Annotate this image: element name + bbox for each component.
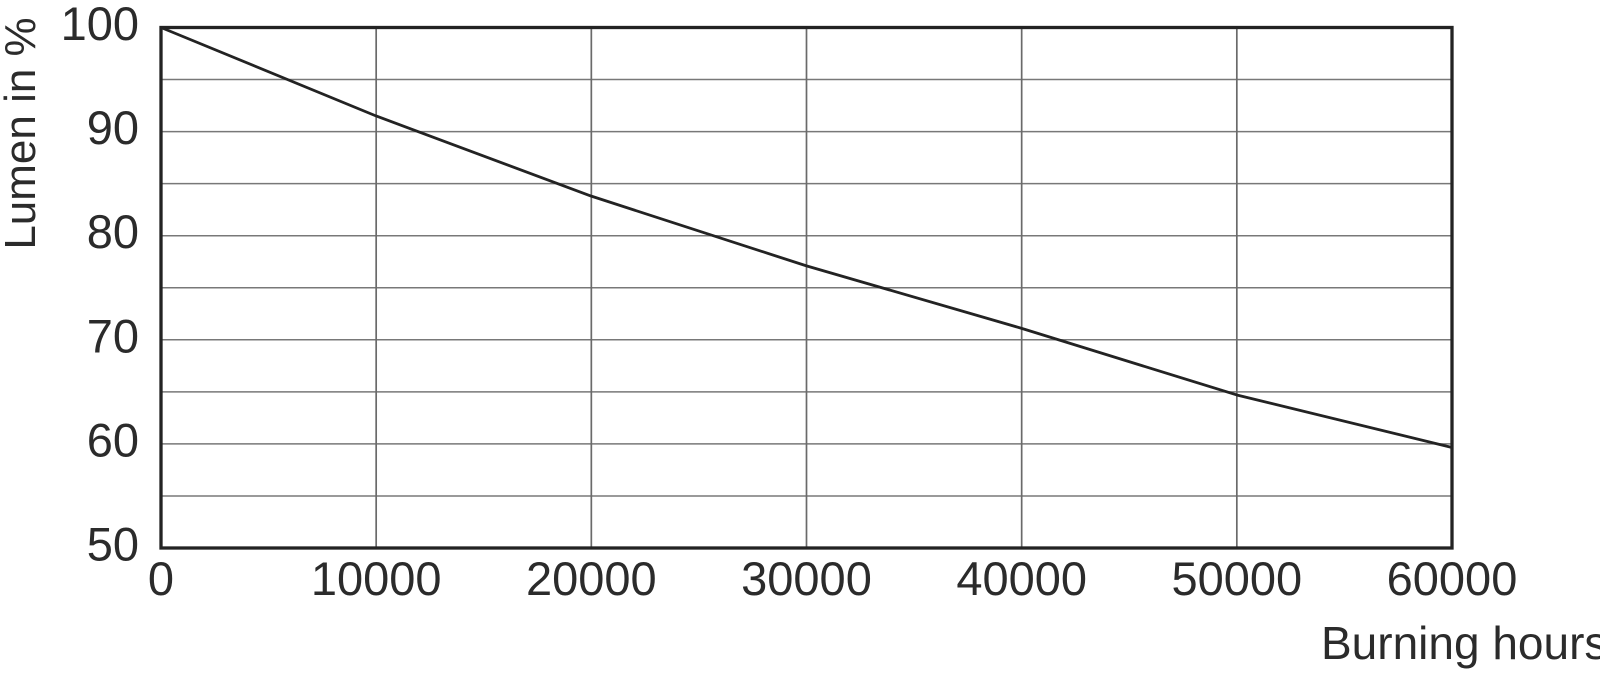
svg-text:50: 50 bbox=[87, 518, 139, 571]
svg-text:70: 70 bbox=[87, 309, 139, 362]
svg-text:60000: 60000 bbox=[1387, 552, 1518, 605]
svg-text:100: 100 bbox=[61, 0, 139, 50]
svg-text:10000: 10000 bbox=[311, 552, 442, 605]
svg-text:30000: 30000 bbox=[741, 552, 872, 605]
svg-text:90: 90 bbox=[87, 101, 139, 154]
svg-text:40000: 40000 bbox=[956, 552, 1087, 605]
svg-text:Lumen in %: Lumen in % bbox=[0, 17, 45, 249]
svg-text:0: 0 bbox=[148, 552, 174, 605]
svg-text:60: 60 bbox=[87, 413, 139, 466]
svg-text:50000: 50000 bbox=[1171, 552, 1302, 605]
svg-text:20000: 20000 bbox=[526, 552, 657, 605]
svg-text:80: 80 bbox=[87, 205, 139, 258]
